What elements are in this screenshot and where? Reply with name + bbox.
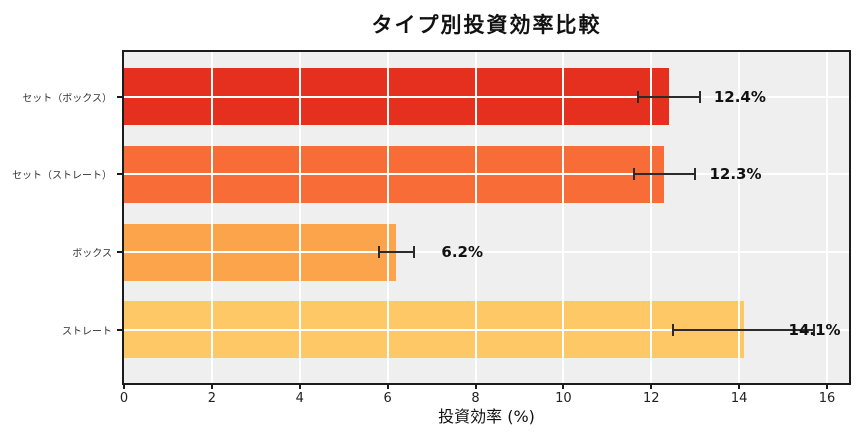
gridline-h	[124, 95, 849, 98]
gridline-h	[124, 328, 849, 331]
error-bar-line	[633, 173, 696, 176]
error-bar-cap	[377, 246, 380, 259]
y-tick-label: ストレート	[62, 326, 112, 338]
error-bar-cap	[812, 323, 815, 336]
error-bar-cap	[413, 246, 415, 259]
y-tick-label: ボックス	[72, 248, 112, 260]
x-tick-label: 12	[642, 391, 660, 406]
x-tick-mark	[826, 385, 829, 389]
gridline-v	[826, 52, 829, 383]
value-label: 14.1%	[788, 320, 841, 339]
y-tick-mark	[117, 173, 122, 176]
error-bar-cap	[632, 168, 635, 181]
x-tick-mark	[298, 385, 301, 389]
error-bar-cap	[698, 90, 701, 103]
y-tick-mark	[117, 95, 122, 98]
x-tick-mark	[123, 385, 125, 389]
error-bar-line	[638, 95, 700, 98]
gridline-v	[738, 52, 741, 383]
gridline-v	[210, 52, 213, 383]
value-label: 12.4%	[713, 87, 766, 106]
x-tick-label: 4	[295, 391, 304, 406]
x-tick-label: 2	[207, 391, 217, 406]
gridline-v	[298, 52, 301, 383]
gridline-h	[124, 251, 849, 254]
x-tick-mark	[650, 385, 653, 389]
x-tick-label: 16	[818, 391, 836, 406]
x-tick-mark	[386, 385, 389, 389]
plot-area: 12.4% 12.3% 6.2% 14.1%	[122, 50, 851, 385]
error-bar-cap	[694, 168, 697, 181]
x-axis-label: 投資効率 (%)	[438, 407, 535, 426]
error-bar-cap	[672, 323, 675, 336]
y-tick-mark	[117, 328, 122, 331]
x-tick-label: 6	[383, 391, 392, 406]
x-tick-mark	[562, 385, 565, 389]
y-tick-label: セット（ストレート）	[12, 170, 112, 182]
gridline-v	[474, 52, 477, 383]
gridline-v	[650, 52, 653, 383]
x-tick-label: 0	[119, 391, 129, 406]
value-label: 12.3%	[709, 165, 762, 184]
x-tick-mark	[210, 385, 213, 389]
error-bar-line	[673, 328, 814, 331]
x-tick-label: 8	[471, 391, 480, 406]
y-tick-mark	[117, 251, 122, 254]
chart-title: タイプ別投資効率比較	[371, 13, 602, 37]
error-bar-cap	[637, 90, 640, 103]
gridline-v	[562, 52, 565, 383]
error-bar-line	[378, 251, 414, 254]
value-label: 6.2%	[441, 243, 484, 262]
y-tick-label: セット（ボックス）	[22, 93, 112, 104]
x-tick-label: 14	[730, 391, 748, 406]
x-tick-label: 10	[555, 391, 572, 406]
x-tick-mark	[474, 385, 477, 389]
gridline-h	[124, 173, 849, 176]
x-tick-mark	[738, 385, 741, 389]
gridline-v	[386, 52, 389, 383]
